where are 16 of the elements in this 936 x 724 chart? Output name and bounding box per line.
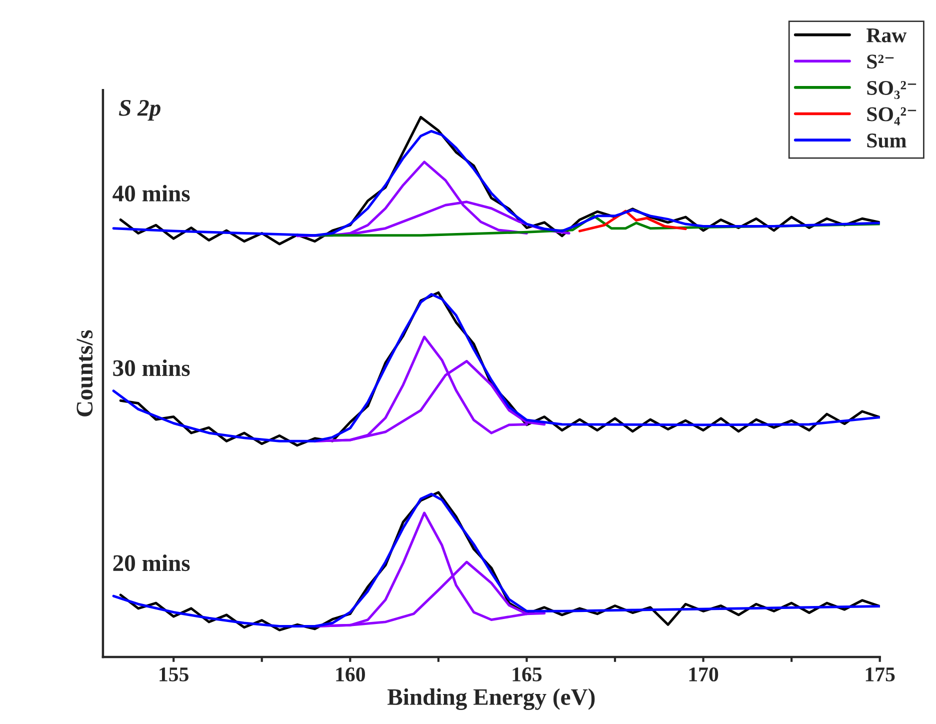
y-axis-title: Counts/s — [76, 330, 93, 416]
legend-label: S²⁻ — [867, 54, 894, 69]
x-tick-label: 175 — [866, 667, 895, 682]
annotation: S 2p — [118, 100, 160, 121]
x-tick-label: 160 — [336, 667, 365, 682]
x-tick-label: 155 — [160, 667, 188, 682]
legend-label: Raw — [866, 28, 907, 42]
x-tick-label: 165 — [512, 667, 542, 682]
x-tick-label: 170 — [689, 667, 718, 682]
annotation: 40 mins — [112, 184, 190, 202]
annotation: 30 mins — [113, 359, 190, 376]
legend-label: SO₃²⁻ — [867, 80, 916, 100]
annotation: 20 mins — [113, 554, 190, 572]
x-axis-title: Binding Energy (eV) — [388, 688, 595, 710]
legend-label: SO₄²⁻ — [867, 107, 916, 126]
legend-label: Sum — [867, 134, 906, 148]
